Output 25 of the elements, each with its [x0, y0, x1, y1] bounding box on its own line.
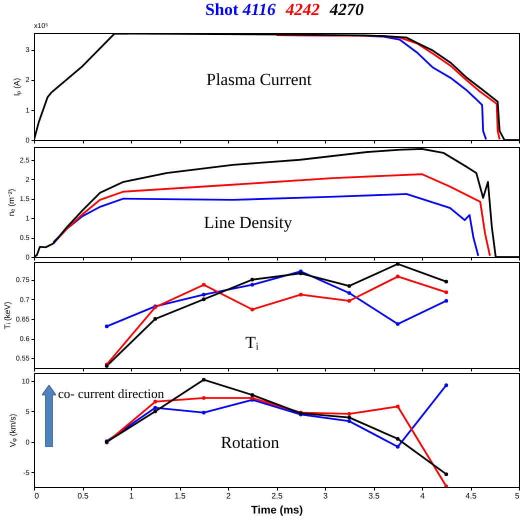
x-tick-label: 2.5 — [271, 492, 284, 500]
x-tick-label: 3.5 — [368, 492, 380, 500]
x-tick-label: 1.5 — [174, 492, 186, 500]
x-tick-label: 0.5 — [77, 492, 90, 500]
series-label: 4242 — [286, 0, 320, 19]
x-tick-label: 0 — [34, 492, 40, 500]
annotation: Rotation — [220, 433, 280, 452]
series-label: 4270 — [330, 0, 364, 19]
y-axis-title: Tᵢ (keV) — [2, 301, 12, 330]
x-tick-label: 2 — [226, 492, 232, 500]
annotation: co- current direction — [58, 386, 165, 401]
x-tick-label: 4 — [420, 492, 426, 500]
x-tick-label: 1 — [129, 492, 134, 500]
y-axis-title: nₑ (m⁻²) — [6, 188, 16, 216]
annotation: Tᵢ — [245, 333, 259, 352]
annotation: Plasma Current — [206, 70, 312, 89]
chart-title: Shot — [205, 0, 240, 19]
annotation: Line Density — [204, 213, 293, 232]
x-tick-label: 4.5 — [465, 492, 478, 500]
y-axis-title: Iₚ (A) — [12, 78, 22, 96]
series-label: 4116 — [242, 0, 276, 19]
x-axis-title: Time (ms) — [251, 504, 304, 516]
x-tick-label: 3 — [323, 492, 328, 500]
x-tick-label: 5 — [515, 492, 520, 500]
y-axis-title: Vᵩ (km/s) — [8, 414, 18, 448]
